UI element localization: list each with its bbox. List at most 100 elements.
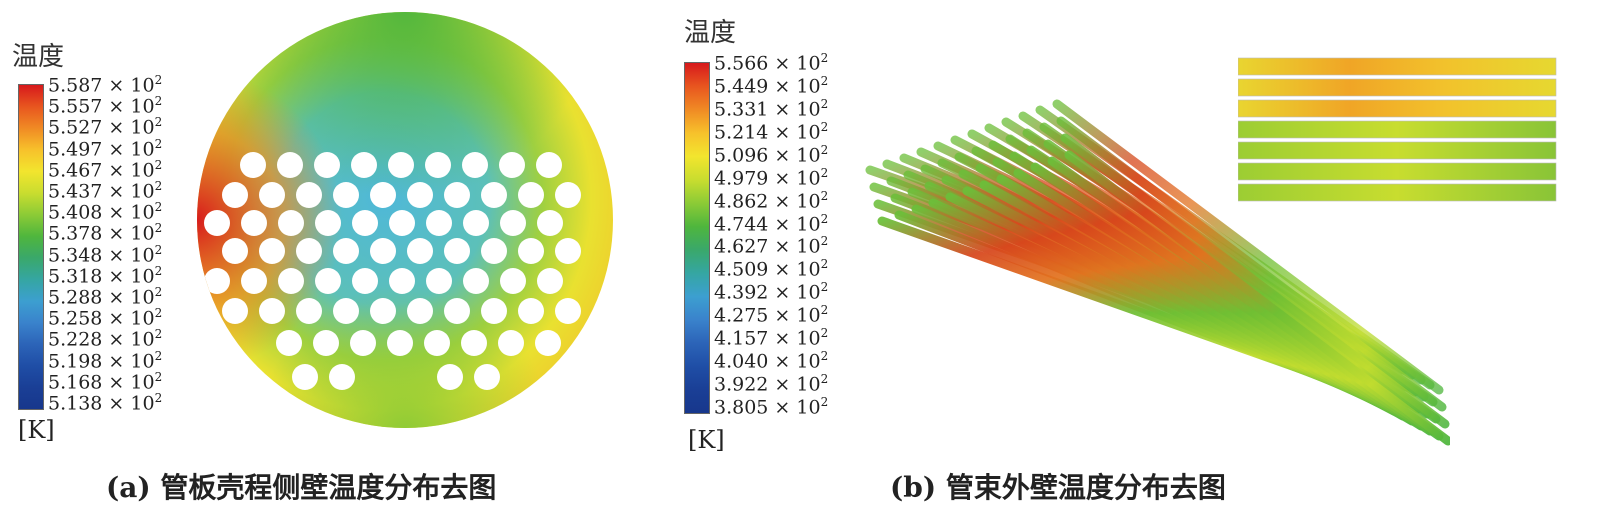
colorbar-tick-label: 5.198 × 102 xyxy=(48,348,163,372)
tube-hole xyxy=(518,182,544,208)
colorbar-tick-label: 4.392 × 102 xyxy=(714,280,829,304)
colorbar-tick-label: 3.922 × 102 xyxy=(714,372,829,396)
colorbar-tick-label: 4.157 × 102 xyxy=(714,326,829,350)
colorbar-tick-label: 4.979 × 102 xyxy=(714,165,829,189)
tube-strip xyxy=(1238,120,1557,139)
tube-hole xyxy=(387,330,413,356)
colorbar-ticks-b: 5.566 × 102 5.449 × 102 5.331 × 102 5.214 ×… xyxy=(714,52,854,418)
tube-hole xyxy=(296,182,322,208)
tube-hole xyxy=(222,298,248,324)
tube-hole xyxy=(370,182,396,208)
colorbar-tick-label: 5.449 × 102 xyxy=(714,73,829,98)
tube-hole xyxy=(462,152,488,178)
tube-hole xyxy=(388,152,414,178)
tube-hole xyxy=(536,152,562,178)
colorbar-tick-label: 5.228 × 102 xyxy=(48,327,163,351)
tube-hole xyxy=(425,152,451,178)
tube xyxy=(1060,133,1450,429)
tube-hole xyxy=(204,210,230,236)
tube-hole xyxy=(296,238,322,264)
tube-hole xyxy=(555,238,581,264)
tube-hole xyxy=(333,182,359,208)
colorbar-tick-label: 5.467 × 102 xyxy=(48,157,163,182)
tube-strip xyxy=(1238,78,1557,97)
colorbar-tick-label: 5.138 × 102 xyxy=(48,391,163,415)
colorbar-tick-label: 4.862 × 102 xyxy=(714,188,829,212)
tube-hole xyxy=(555,182,581,208)
tube-hole xyxy=(498,330,524,356)
colorbar-tick-label: 5.258 × 102 xyxy=(48,306,163,330)
tube-hole xyxy=(278,268,304,294)
tube-hole xyxy=(370,298,396,324)
caption-a: (a) 管板壳程侧壁温度分布去图 xyxy=(106,471,497,504)
colorbar-tick-label: 5.168 × 102 xyxy=(48,369,163,394)
tube-hole xyxy=(463,268,489,294)
caption-b: (b) 管束外壁温度分布去图 xyxy=(890,471,1226,504)
colorbar-tick-label: 5.378 × 102 xyxy=(48,221,163,245)
colorbar-tick-label: 5.497 × 102 xyxy=(48,136,163,160)
legend-title-a: 温度 xyxy=(12,42,65,72)
tube-hole xyxy=(352,268,378,294)
tube-hole xyxy=(241,210,267,236)
colorbar-tick-label: 5.437 × 102 xyxy=(48,179,163,203)
tube-hole xyxy=(407,182,433,208)
tube xyxy=(1052,99,1444,395)
tube-hole xyxy=(277,152,303,178)
colorbar-ticks-a: 5.587 × 102 5.557 × 102 5.527 × 102 5.497 ×… xyxy=(48,74,178,414)
tube-hole xyxy=(424,330,450,356)
tube-hole xyxy=(259,238,285,264)
tube-hole xyxy=(370,238,396,264)
tube-hole xyxy=(351,152,377,178)
tube-hole xyxy=(407,298,433,324)
legend-unit-b: [K] xyxy=(688,426,725,454)
tube-hole xyxy=(537,268,563,294)
colorbar-tick-label: 4.275 × 102 xyxy=(714,303,829,327)
colorbar-tick-label: 5.408 × 102 xyxy=(48,200,163,224)
tube-hole xyxy=(240,152,266,178)
colorbar-tick-label: 4.040 × 102 xyxy=(714,349,829,373)
tube-strip xyxy=(1238,57,1557,76)
tube-hole xyxy=(204,268,230,294)
tube-hole xyxy=(500,210,526,236)
panel-b: 温度 5.566 × 102 5.449 × 102 5.331 × 102 5.21… xyxy=(684,0,1614,522)
tube-hole xyxy=(352,210,378,236)
tube-hole xyxy=(292,364,318,390)
tube-hole xyxy=(481,298,507,324)
tube-hole xyxy=(241,268,267,294)
tube-hole xyxy=(518,238,544,264)
tube-hole xyxy=(278,210,304,236)
tube-hole xyxy=(314,152,340,178)
tube-strip xyxy=(1238,141,1557,160)
panel-a: 温度 5.587 × 102 5.557 × 102 5.527 × 102 5.49… xyxy=(0,0,640,522)
tube-strip xyxy=(1238,162,1557,181)
tube-hole xyxy=(518,298,544,324)
tube-hole xyxy=(461,330,487,356)
colorbar-tick-label: 5.096 × 102 xyxy=(714,142,829,167)
tube-hole xyxy=(389,268,415,294)
colorbar-tick-label: 4.627 × 102 xyxy=(714,234,829,258)
legend-unit-a: [K] xyxy=(18,416,55,444)
tube-hole xyxy=(276,330,302,356)
colorbar-tick-label: 5.214 × 102 xyxy=(714,119,829,144)
tube-hole xyxy=(481,182,507,208)
tube-strip xyxy=(1238,99,1557,118)
tube-strip xyxy=(1238,183,1557,202)
colorbar-tick-label: 5.318 × 102 xyxy=(48,263,163,288)
tube xyxy=(1056,116,1447,412)
tube-hole xyxy=(426,210,452,236)
tube-hole xyxy=(437,364,463,390)
colorbar-a xyxy=(18,84,44,410)
tube-bundle-3d xyxy=(865,99,1450,446)
tube-hole xyxy=(407,238,433,264)
tube-hole xyxy=(500,268,526,294)
tube-hole xyxy=(315,268,341,294)
tube-hole xyxy=(333,298,359,324)
tube-hole xyxy=(259,298,285,324)
tube-hole xyxy=(426,268,452,294)
tube-hole xyxy=(474,364,500,390)
tube-hole xyxy=(313,330,339,356)
legend-title-b: 温度 xyxy=(684,18,737,48)
tube-bundle-side-view xyxy=(1238,57,1557,202)
tube-hole xyxy=(222,238,248,264)
tube-hole xyxy=(315,210,341,236)
